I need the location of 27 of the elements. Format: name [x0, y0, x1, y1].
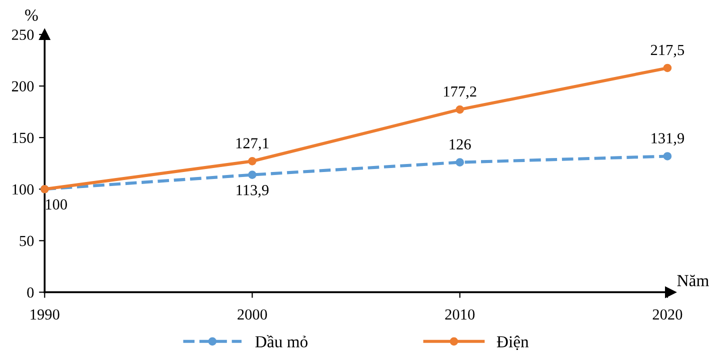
- x-tick-label: 1990: [30, 309, 60, 320]
- y-tick-label: 150: [12, 132, 34, 144]
- point: [663, 152, 672, 160]
- y-axis-title: %: [25, 10, 38, 21]
- data-label: 126: [450, 139, 471, 150]
- y-tick-label: 0: [27, 287, 34, 298]
- point: [663, 64, 672, 72]
- data-label: 217,5: [650, 44, 684, 58]
- data-label: 127,1: [236, 138, 269, 151]
- data-label: 177,2: [444, 86, 476, 99]
- x-tick-label: 2000: [238, 309, 267, 320]
- x-axis-title: Năm: [677, 274, 709, 286]
- data-label: 131,9: [652, 133, 684, 146]
- x-tick-label: 2020: [652, 309, 682, 320]
- point: [248, 157, 256, 166]
- legend-label: Dầu mỏ: [255, 335, 308, 348]
- legend-label: Điện: [496, 336, 529, 350]
- data-label: 100: [46, 199, 67, 210]
- y-tick-label: 200: [12, 81, 34, 92]
- point: [248, 170, 256, 179]
- point: [456, 158, 464, 166]
- data-label: 113,9: [236, 185, 269, 198]
- y-tick-label: 50: [20, 236, 34, 246]
- x-tick-label: 2010: [445, 309, 475, 320]
- y-tick-label: 100: [12, 184, 34, 195]
- point: [456, 105, 464, 114]
- y-tick-label: 250: [12, 30, 34, 40]
